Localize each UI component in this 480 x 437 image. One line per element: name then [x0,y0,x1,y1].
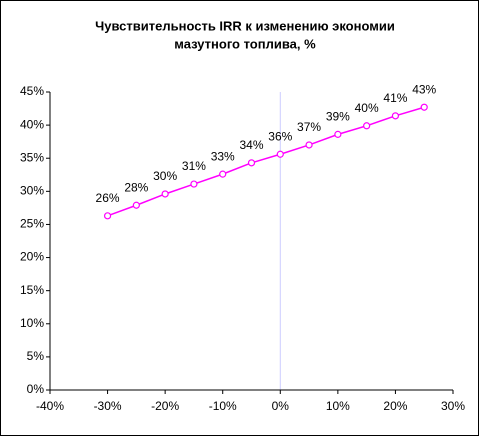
data-label: 39% [326,110,350,124]
y-tick-label: 20% [20,250,44,264]
data-label: 37% [297,120,321,134]
x-tick-label: 20% [383,399,407,413]
x-tick-label: -40% [36,399,64,413]
data-label: 34% [239,138,263,152]
data-label: 40% [355,101,379,115]
data-label: 43% [412,82,436,96]
y-tick-label: 40% [20,117,44,131]
chart-title: Чувствительность IRR к изменению экономи… [95,18,395,33]
y-tick-label: 35% [20,150,44,164]
y-tick-label: 15% [20,283,44,297]
marker [334,130,342,138]
x-tick-label: -30% [94,399,122,413]
x-tick-label: -10% [209,399,237,413]
x-tick-label: -20% [151,399,179,413]
marker [305,141,313,149]
y-tick-label: 5% [27,349,45,363]
y-tick-label: 45% [20,84,44,98]
line [107,106,425,217]
y-tick-label: 25% [20,217,44,231]
marker [247,159,256,167]
y-tick-label: 30% [20,184,44,198]
data-label: 26% [96,191,120,205]
data-label: 36% [268,129,292,143]
data-label: 31% [182,159,206,173]
marker [161,190,169,198]
y-tick-label: 10% [20,316,44,330]
marker [276,150,284,158]
data-label: 41% [383,91,407,105]
marker [391,112,400,120]
marker [420,103,428,111]
data-label: 30% [153,169,177,183]
x-tick-label: 30% [441,399,465,413]
marker [219,170,227,178]
marker [132,201,140,209]
data-label: 28% [124,180,148,194]
marker [103,212,112,220]
x-tick-label: 10% [326,399,350,413]
y-tick-label: 0% [27,382,45,396]
marker [190,180,198,188]
marker [363,122,371,130]
chart-title: мазутного топлива, % [174,36,316,51]
x-tick-label: 0% [272,399,290,413]
data-label: 33% [211,149,235,163]
